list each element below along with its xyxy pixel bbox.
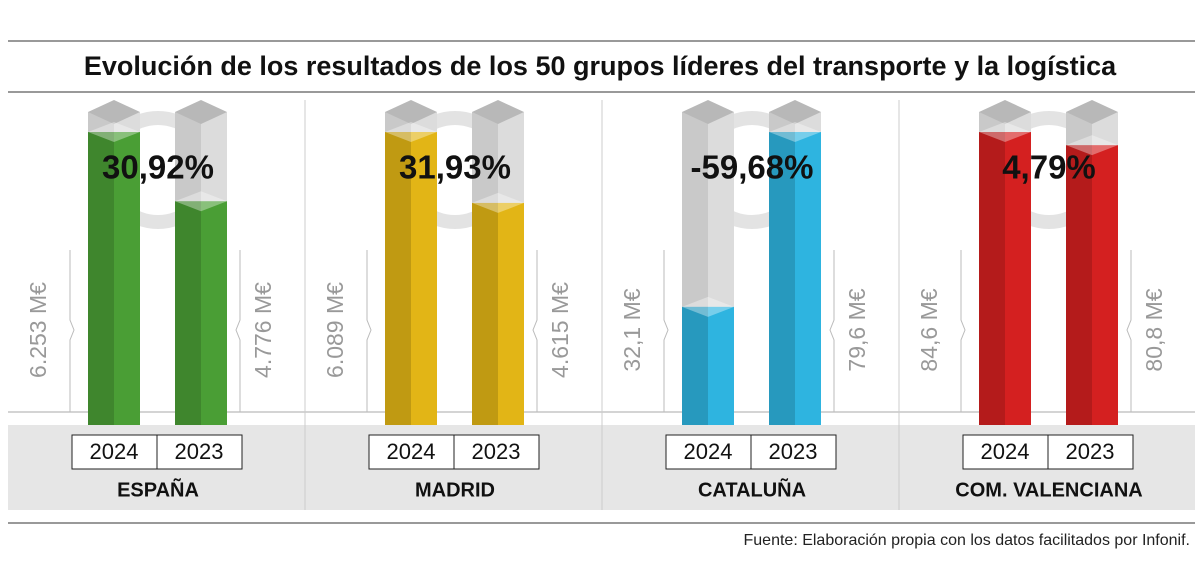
value-label: 84,6 M€ bbox=[916, 288, 942, 371]
column-ghost-top bbox=[472, 100, 524, 124]
change-label: 31,93% bbox=[399, 149, 511, 186]
bar bbox=[682, 306, 734, 425]
region-label: COM. VALENCIANA bbox=[955, 479, 1142, 501]
brace bbox=[1126, 250, 1132, 412]
bar bbox=[769, 132, 821, 425]
value-label: 32,1 M€ bbox=[619, 288, 645, 371]
bar-top bbox=[769, 122, 821, 142]
year-box bbox=[453, 434, 540, 470]
column-ghost-top bbox=[1066, 100, 1118, 124]
column-ghost-top bbox=[385, 100, 437, 124]
column-ghost-top bbox=[88, 100, 140, 124]
change-label: 30,92% bbox=[102, 149, 214, 186]
year-box bbox=[1047, 434, 1134, 470]
bar bbox=[1066, 145, 1118, 425]
value-label: 6.253 M€ bbox=[25, 282, 51, 378]
region-label: MADRID bbox=[415, 479, 495, 501]
bar-top bbox=[1066, 135, 1118, 156]
year-label: 2024 bbox=[684, 439, 733, 464]
bar-shade bbox=[472, 202, 498, 425]
year-label: 2024 bbox=[981, 439, 1030, 464]
brace bbox=[663, 250, 669, 412]
region-label: CATALUÑA bbox=[698, 478, 806, 501]
region-label: ESPAÑA bbox=[117, 478, 199, 501]
brace bbox=[69, 250, 75, 412]
title: Evolución de los resultados de los 50 gr… bbox=[84, 51, 1117, 81]
year-box bbox=[750, 434, 837, 470]
brace bbox=[960, 250, 966, 412]
bar-shade bbox=[1066, 145, 1092, 425]
source: Fuente: Elaboración propia con los datos… bbox=[744, 532, 1191, 549]
bar-shade bbox=[682, 306, 708, 425]
column-ghost-top bbox=[769, 100, 821, 124]
bar-top bbox=[88, 122, 140, 142]
brace bbox=[235, 250, 241, 412]
year-box bbox=[156, 434, 243, 470]
bar-top bbox=[472, 192, 524, 213]
change-label: -59,68% bbox=[691, 149, 814, 186]
change-label: 4,79% bbox=[1002, 149, 1096, 186]
year-box bbox=[368, 434, 455, 470]
value-label: 4.615 M€ bbox=[547, 282, 573, 378]
bar bbox=[472, 202, 524, 425]
bar-top bbox=[175, 191, 227, 212]
column-ghost-top bbox=[979, 100, 1031, 124]
bar-shade bbox=[769, 132, 795, 425]
value-label: 6.089 M€ bbox=[322, 282, 348, 378]
bar bbox=[979, 132, 1031, 425]
bar bbox=[385, 132, 437, 425]
brace bbox=[366, 250, 372, 412]
value-label: 4.776 M€ bbox=[250, 282, 276, 378]
year-label: 2024 bbox=[387, 439, 436, 464]
year-label: 2023 bbox=[175, 439, 224, 464]
year-label: 2023 bbox=[769, 439, 818, 464]
bar bbox=[88, 132, 140, 425]
year-label: 2023 bbox=[472, 439, 521, 464]
bar bbox=[175, 201, 227, 425]
year-label: 2023 bbox=[1066, 439, 1115, 464]
column-ghost-top bbox=[682, 100, 734, 124]
column-ghost-top bbox=[175, 100, 227, 124]
bar-top bbox=[385, 122, 437, 142]
bar-top bbox=[979, 122, 1031, 142]
bar-shade bbox=[385, 132, 411, 425]
bar-shade bbox=[979, 132, 1005, 425]
bar-shade bbox=[175, 201, 201, 425]
year-box bbox=[962, 434, 1049, 470]
bar-top bbox=[682, 296, 734, 317]
year-label: 2024 bbox=[90, 439, 139, 464]
value-label: 79,6 M€ bbox=[844, 288, 870, 371]
brace bbox=[829, 250, 835, 412]
bar-shade bbox=[88, 132, 114, 425]
brace bbox=[532, 250, 538, 412]
value-label: 80,8 M€ bbox=[1141, 288, 1167, 371]
